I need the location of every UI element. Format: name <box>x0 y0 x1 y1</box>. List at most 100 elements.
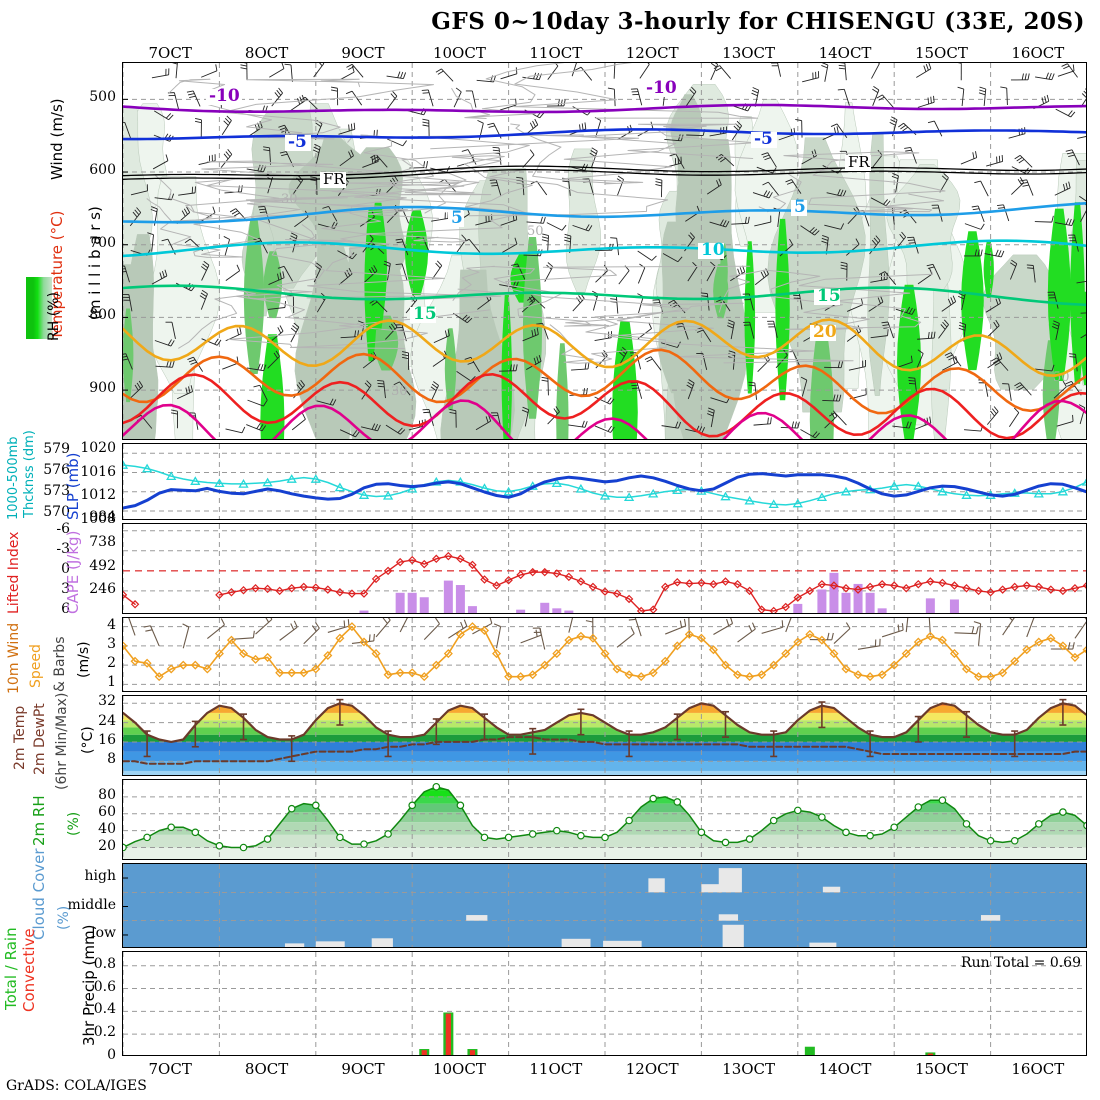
label-temp-units: (°C) <box>80 726 96 754</box>
label-lifted-index: Lifted Index <box>6 531 22 614</box>
label-slp: SLP (mb) <box>64 452 82 520</box>
label-3hr-precip: 3hr Precip (mm) <box>80 924 98 1046</box>
label-1000-500mb: 1000-500mb <box>6 436 21 520</box>
ytick-pressure-700: 700 <box>89 234 116 251</box>
label-wind: Wind (m/s) <box>48 98 66 180</box>
label-rh-units: (%) <box>66 811 82 836</box>
x-label-top-13oct: 13OCT <box>722 44 776 62</box>
ytick-cloud-high: high <box>84 868 116 885</box>
panel-2m-temp[interactable] <box>122 695 1087 776</box>
label-cape: CAPE (J/kg) <box>64 530 82 614</box>
x-label-top-7oct: 7OCT <box>148 44 192 62</box>
label-2m-temp: 2m Temp <box>12 705 28 770</box>
label-wind-units: (m/s) <box>76 641 92 678</box>
ytick-slp-984: 984 <box>89 509 116 525</box>
x-label-top-9oct: 9OCT <box>341 44 385 62</box>
x-label-top-15oct: 15OCT <box>914 44 968 62</box>
svg-text:15: 15 <box>817 286 841 306</box>
ytick-slp-1008: 1008 <box>80 511 116 527</box>
svg-text:10: 10 <box>701 240 725 260</box>
label-wind-speed: Speed <box>28 644 44 688</box>
panel-cloud-cover[interactable] <box>122 863 1087 948</box>
svg-text:50: 50 <box>527 224 544 239</box>
label-cloud-units: (%) <box>56 905 72 930</box>
svg-text:FR: FR <box>323 170 345 188</box>
ytick-thickness-573: 573 <box>43 483 70 499</box>
label-wind-barbs: & Barbs <box>52 636 68 693</box>
panel-10m-wind[interactable] <box>122 617 1087 692</box>
ytick-pressure-900: 900 <box>89 380 116 397</box>
x-label-top-12oct: 12OCT <box>625 44 679 62</box>
panel-3hr-precip[interactable] <box>122 951 1087 1056</box>
x-label-top-11oct: 11OCT <box>529 44 583 62</box>
ytick-slp-1016: 1016 <box>80 463 116 480</box>
svg-text:-10: -10 <box>209 86 240 106</box>
panel-lifted-cape[interactable] <box>122 523 1087 614</box>
ytick-pressure-500: 500 <box>89 89 116 106</box>
ytick-cape-246: 246 <box>89 581 116 598</box>
label-cloud-cover: Cloud Cover <box>30 848 48 940</box>
x-label-bottom-10oct: 10OCT <box>432 1060 486 1078</box>
ytick-thickness-570: 570 <box>43 504 70 520</box>
ytick-thickness-576: 576 <box>43 462 70 478</box>
ytick-slp-1020: 1020 <box>80 439 116 456</box>
x-label-top-14oct: 14OCT <box>818 44 872 62</box>
ytick-wind-1: 1 <box>107 674 116 691</box>
svg-text:30: 30 <box>281 192 298 207</box>
ytick-cape-738: 738 <box>89 534 116 551</box>
ytick-slp-1012: 1012 <box>80 487 116 504</box>
credit-label: GrADS: COLA/IGES <box>6 1078 147 1094</box>
svg-text:-5: -5 <box>288 132 307 152</box>
x-label-bottom-12oct: 12OCT <box>625 1060 679 1078</box>
rh-color-key <box>26 277 52 339</box>
x-label-bottom-15oct: 15OCT <box>914 1060 968 1078</box>
rh-key-label: RH (%) <box>46 292 62 341</box>
svg-text:5: 5 <box>451 208 463 228</box>
x-label-bottom-13oct: 13OCT <box>722 1060 776 1078</box>
label-total-rain: Total / Rain <box>2 927 20 1010</box>
label-6hr-minmax: (6hr Min/Max) <box>54 692 70 790</box>
ytick-wind-2: 2 <box>107 655 116 672</box>
x-label-top-16oct: 16OCT <box>1011 44 1065 62</box>
ytick-pressure-600: 600 <box>89 162 116 179</box>
run-total-label: Run Total = 0.69 <box>961 955 1081 971</box>
svg-text:15: 15 <box>413 304 437 324</box>
x-label-top-10oct: 10OCT <box>432 44 486 62</box>
x-label-top-8oct: 8OCT <box>244 44 289 62</box>
svg-text:FR: FR <box>848 153 870 171</box>
ytick-precip-0: 0 <box>107 1047 116 1063</box>
ytick-cloud-low: low <box>91 924 116 941</box>
label-thickness: Thcknss (dm) <box>22 430 37 518</box>
label-millibars: (m i l l i b a r s) <box>86 206 104 320</box>
ytick-temp-32: 32 <box>98 693 116 710</box>
panel-upper-air[interactable]: 30 30 50 50 -10 -10 -5 -5 5 5 10 15 15 20 FR FR <box>122 62 1087 440</box>
ytick-wind-4: 4 <box>107 616 116 633</box>
ytick-wind-3: 3 <box>107 635 116 652</box>
ytick-temp-16: 16 <box>98 731 116 748</box>
x-label-bottom-8oct: 8OCT <box>244 1060 289 1078</box>
svg-text:30: 30 <box>391 384 408 399</box>
ytick-lifted-index-6: 6 <box>61 600 70 617</box>
ytick-precip-0p6: 0.6 <box>93 978 116 995</box>
svg-text:-10: -10 <box>646 78 677 98</box>
ytick-thickness-579: 579 <box>43 441 70 457</box>
x-label-bottom-9oct: 9OCT <box>341 1060 385 1078</box>
ytick-lifted-index-m3: -3 <box>56 540 70 557</box>
ytick-lifted-index-3: 3 <box>61 580 70 597</box>
panel-slp-thickness[interactable] <box>122 443 1087 520</box>
ytick-rh-20: 20 <box>98 837 116 854</box>
label-10m-wind: 10m Wind <box>6 622 22 694</box>
panel-2m-rh[interactable] <box>122 779 1087 860</box>
ytick-cape-492: 492 <box>89 557 116 574</box>
label-2m-rh: 2m RH <box>30 795 48 846</box>
ytick-temp-8: 8 <box>107 751 116 768</box>
ytick-lifted-index-m6: -6 <box>56 520 70 537</box>
ytick-rh-60: 60 <box>98 803 116 820</box>
svg-text:20: 20 <box>813 322 837 342</box>
ytick-pressure-800: 800 <box>89 307 116 324</box>
ytick-rh-40: 40 <box>98 820 116 837</box>
ytick-lifted-index-0: 0 <box>61 560 70 577</box>
ytick-temp-24: 24 <box>98 712 116 729</box>
ytick-precip-0p4: 0.4 <box>93 1001 116 1018</box>
x-label-bottom-7oct: 7OCT <box>148 1060 192 1078</box>
